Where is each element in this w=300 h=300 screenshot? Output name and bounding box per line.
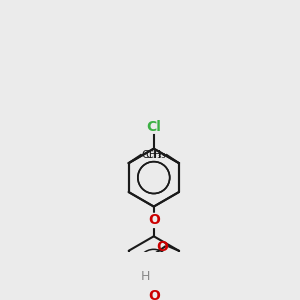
Text: H: H xyxy=(140,270,150,284)
Text: O: O xyxy=(148,213,160,227)
Text: O: O xyxy=(156,240,168,254)
Text: CH₃: CH₃ xyxy=(146,150,166,160)
Text: CH₃: CH₃ xyxy=(141,150,162,160)
Text: O: O xyxy=(148,289,160,300)
Text: Cl: Cl xyxy=(146,119,161,134)
